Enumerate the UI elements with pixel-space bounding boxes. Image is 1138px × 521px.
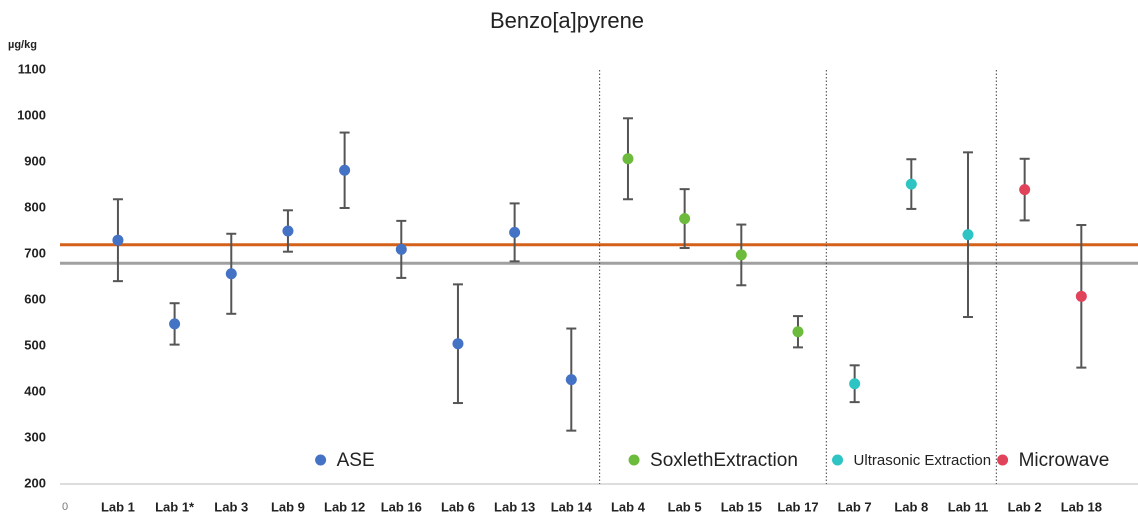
data-point: [1019, 184, 1031, 196]
x-tick-label: Lab 2: [1008, 499, 1042, 514]
data-point: [735, 249, 747, 261]
x-tick-label: Lab 13: [494, 499, 535, 514]
y-tick-label: 1100: [18, 61, 46, 76]
legend-marker: [832, 454, 844, 466]
data-point: [395, 243, 407, 255]
data-point: [1075, 290, 1087, 302]
x-tick-label: Lab 6: [441, 499, 475, 514]
y-tick-label: 900: [24, 153, 46, 168]
legend-marker: [628, 454, 640, 466]
x-tick-label: Lab 5: [668, 499, 702, 514]
y-tick-label: 700: [24, 245, 46, 260]
data-point: [112, 234, 124, 246]
data-point: [849, 378, 861, 390]
legend-marker: [997, 454, 1009, 466]
data-point: [962, 229, 974, 241]
legend-label: ASE: [337, 450, 375, 471]
data-point: [339, 164, 351, 176]
x-origin-label: 0: [62, 501, 68, 513]
y-tick-label: 600: [24, 291, 46, 306]
data-point: [225, 268, 237, 280]
data-point: [452, 338, 464, 350]
data-point: [509, 226, 521, 238]
y-tick-label: 200: [24, 475, 46, 490]
x-tick-label: Lab 14: [551, 499, 593, 514]
x-tick-label: Lab 16: [381, 499, 422, 514]
x-tick-label: Lab 4: [611, 499, 646, 514]
x-tick-label: Lab 3: [214, 499, 248, 514]
legend-label: Microwave: [1019, 450, 1110, 471]
y-tick-label: 800: [24, 199, 46, 214]
x-tick-label: Lab 1*: [155, 499, 195, 514]
y-tick-label: 1000: [17, 107, 46, 122]
x-tick-label: Lab 1: [101, 499, 135, 514]
data-point: [282, 225, 294, 237]
legend-marker: [315, 454, 327, 466]
y-tick-label: 400: [24, 383, 46, 398]
data-point: [679, 213, 691, 225]
data-point: [622, 153, 634, 165]
x-tick-label: Lab 18: [1061, 499, 1102, 514]
data-point: [792, 326, 804, 338]
x-tick-label: Lab 12: [324, 499, 365, 514]
y-axis-label: µg/kg: [8, 39, 37, 51]
legend-label: Ultrasonic Extraction: [854, 452, 992, 469]
x-tick-label: Lab 9: [271, 499, 305, 514]
y-tick-label: 500: [24, 337, 46, 352]
data-point: [169, 318, 181, 330]
y-tick-label: 300: [24, 429, 46, 444]
data-point: [905, 178, 917, 190]
x-tick-label: Lab 7: [838, 499, 872, 514]
legend-label: SoxlethExtraction: [650, 450, 798, 471]
chart-title: Benzo[a]pyrene: [490, 8, 644, 33]
x-tick-label: Lab 11: [948, 499, 988, 514]
data-point: [565, 374, 577, 386]
x-tick-label: Lab 17: [777, 499, 818, 514]
x-tick-label: Lab 8: [894, 499, 928, 514]
x-tick-label: Lab 15: [721, 499, 762, 514]
